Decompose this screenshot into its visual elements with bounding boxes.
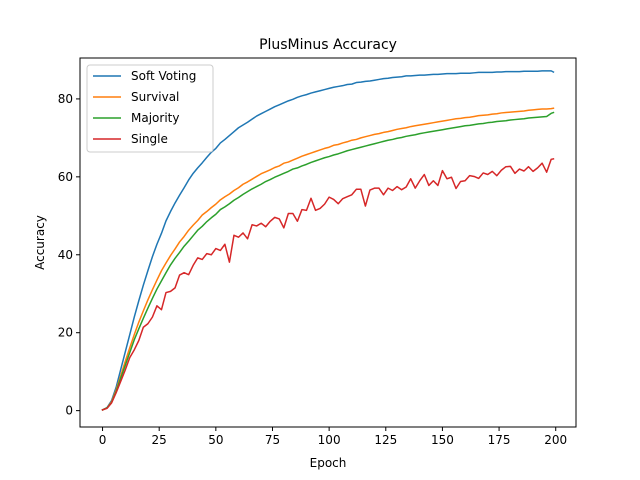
x-tick-label: 150 (431, 433, 454, 447)
x-tick-label: 125 (374, 433, 397, 447)
series-line-soft-voting (101, 70, 555, 411)
legend-label-majority: Majority (131, 111, 179, 125)
plot-frame (79, 57, 577, 428)
y-axis-ticks: 0 20 40 60 80 (58, 92, 80, 418)
legend-label-soft-voting: Soft Voting (131, 69, 196, 83)
series-line-majority (101, 111, 555, 411)
y-tick-label: 0 (65, 404, 73, 418)
series-line-single (101, 158, 555, 411)
x-tick-label: 0 (99, 433, 107, 447)
x-axis-ticks: 0 25 50 75 100 125 150 175 200 (99, 427, 567, 447)
x-tick-label: 25 (152, 433, 167, 447)
y-tick-label: 20 (58, 326, 73, 340)
y-tick-label: 40 (58, 248, 73, 262)
legend: Soft Voting Survival Majority Single (86, 64, 214, 153)
x-tick-label: 175 (488, 433, 511, 447)
x-tick-label: 200 (544, 433, 567, 447)
y-axis-label: Accuracy (33, 215, 47, 270)
x-axis-label: Epoch (310, 456, 347, 470)
y-tick-label: 80 (58, 92, 73, 106)
series-layer (101, 70, 555, 411)
series-line-survival (101, 107, 555, 411)
legend-label-survival: Survival (131, 90, 179, 104)
y-tick-label: 60 (58, 170, 73, 184)
chart-title: PlusMinus Accuracy (259, 37, 397, 53)
x-tick-label: 75 (265, 433, 280, 447)
legend-label-single: Single (131, 132, 168, 146)
x-tick-label: 50 (208, 433, 223, 447)
x-tick-label: 100 (318, 433, 341, 447)
legend-box (86, 64, 214, 153)
